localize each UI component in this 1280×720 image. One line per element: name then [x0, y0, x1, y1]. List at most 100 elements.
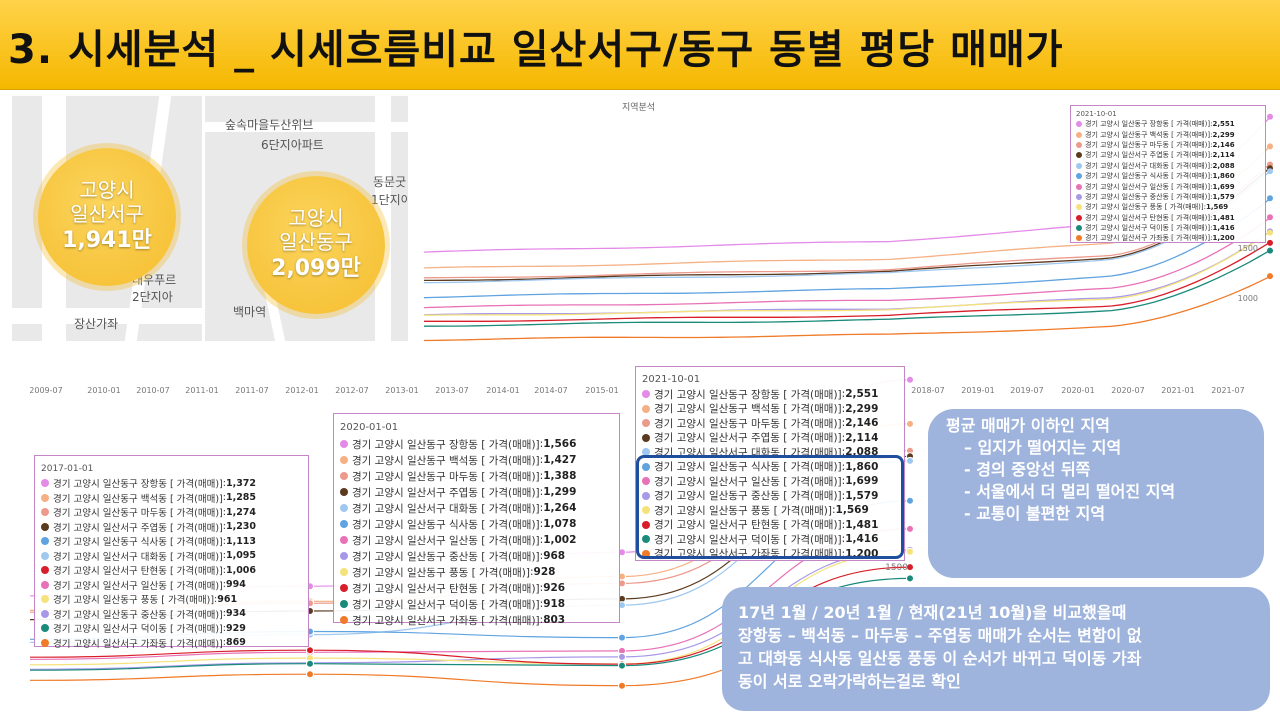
legend-entry-siksa: 경기 고양시 일산동구 식사동 [ 가격(매매)]: 1,113 [41, 534, 302, 549]
legend-value: 994 [225, 579, 246, 591]
legend-name: 경기 고양시 일산서구 일산동 [ 가격(매매)] [654, 475, 842, 488]
series-line-siksa [423, 198, 1271, 299]
legend-value: 1,579 [845, 489, 879, 502]
x-tick-label: 2011-01 [185, 386, 218, 395]
legend-name: 경기 고양시 일산서구 주엽동 [ 가격(매매)] [53, 522, 223, 534]
x-tick-label: 2020-01 [1061, 386, 1094, 395]
legend-dot [1076, 173, 1082, 180]
legend-dot [1076, 193, 1082, 200]
legend-value: 1,416 [1212, 224, 1235, 233]
legend-value: 1,299 [543, 486, 577, 498]
legend-dot [642, 433, 650, 442]
legend-name: 경기 고양시 일산동구 풍동 [ 가격(매매)] [352, 566, 530, 579]
series-line-pungdong [423, 231, 1271, 316]
legend-name: 경기 고양시 일산서구 덕이동 [ 가격(매매)] [53, 624, 223, 636]
x-tick-label: 2015-01 [585, 386, 618, 395]
price-bubble-ilsandong[interactable]: 고양시 일산동구 2,099만 [247, 176, 385, 314]
highlight-box [636, 455, 904, 559]
legend-name: 경기 고양시 일산동구 장항동 [ 가격(매매)] [53, 479, 223, 491]
legend-dot [340, 536, 348, 544]
legend-name: 경기 고양시 일산동구 풍동 [ 가격(매매)] [1085, 203, 1204, 212]
legend-dot [642, 520, 650, 529]
note-item: - 서울에서 더 멀리 떨어진 지역 [964, 482, 1176, 501]
legend-name: 경기 고양시 일산동구 장항동 [ 가격(매매)] [654, 388, 842, 401]
note-item: - 경의 중앙선 뒤쪽 [964, 460, 1091, 479]
legend-dot [642, 404, 650, 413]
legend-value: 918 [543, 598, 566, 610]
legend-name: 경기 고양시 일산동구 백석동 [ 가격(매매)] [352, 454, 540, 467]
legend-value: 1,113 [225, 535, 257, 547]
legend-entry-jungsan: 경기 고양시 일산동구 중산동 [ 가격(매매)]: 1,579 [1076, 192, 1260, 202]
legend-entry-pungdong: 경기 고양시 일산동구 풍동 [ 가격(매매)]: 961 [41, 592, 302, 607]
legend-dot [340, 568, 348, 576]
legend-value: 2,299 [845, 402, 879, 415]
legend-entry-jungsan: 경기 고양시 일산동구 중산동 [ 가격(매매)]: 934 [41, 607, 302, 622]
legend-value: 1,002 [543, 534, 577, 546]
legend-name: 경기 고양시 일산서구 탄현동 [ 가격(매매)] [654, 519, 842, 532]
district-name: 고양시 [288, 206, 344, 230]
legend-name: 경기 고양시 일산서구 탄현동 [ 가격(매매)] [1085, 213, 1211, 222]
legend-name: 경기 고양시 일산서구 주엽동 [ 가격(매매)] [1085, 151, 1211, 160]
price-bubble-ilsanseo[interactable]: 고양시 일산서구 1,941만 [38, 148, 176, 286]
legend-entry-ilsan: 경기 고양시 일산서구 일산동 [ 가격(매매)]: 994 [41, 578, 302, 593]
series-marker [906, 524, 914, 533]
map-label: 1단지아 [371, 193, 408, 207]
legend-entry-siksa: 경기 고양시 일산동구 식사동 [ 가격(매매)]: 1,860 [642, 460, 898, 475]
legend-name: 경기 고양시 일산동구 중산동 [ 가격(매매)] [1085, 192, 1211, 201]
series-end-point [1267, 113, 1273, 120]
legend-value: 1,569 [1206, 203, 1229, 212]
series-marker [906, 456, 914, 465]
legend-name: 경기 고양시 일산동구 중산동 [ 가격(매매)] [654, 490, 842, 503]
legend-entry-madu: 경기 고양시 일산동구 마두동 [ 가격(매매)]: 2,146 [642, 416, 898, 431]
legend-dot [41, 609, 49, 618]
series-marker [906, 375, 914, 384]
legend-entry-madu: 경기 고양시 일산동구 마두동 [ 가격(매매)]: 1,388 [340, 468, 613, 484]
x-tick-label: 2012-01 [285, 386, 318, 395]
series-end-point [1267, 214, 1273, 221]
legend-value: 1,274 [225, 506, 257, 518]
x-tick-label: 2019-01 [961, 386, 994, 395]
legend-value: 926 [543, 582, 566, 594]
legend-dot [41, 595, 49, 604]
note-line: 동이 서로 오락가락하는걸로 확인 [738, 672, 961, 691]
legend-entry-gajwa: 경기 고양시 일산서구 가좌동 [ 가격(매매)]: 803 [340, 612, 613, 628]
legend-name: 경기 고양시 일산동구 마두동 [ 가격(매매)] [1085, 140, 1211, 149]
legend-value: 929 [225, 622, 246, 634]
legend-date: 2021-10-01 [1076, 110, 1117, 118]
legend-dot [1076, 152, 1082, 159]
x-tick-label: 2009-07 [30, 386, 63, 395]
legend-value: 2,551 [845, 388, 879, 401]
series-line-daehwa [423, 170, 1271, 284]
y-tick-label: 1500 [885, 563, 908, 573]
legend-name: 경기 고양시 일산동구 풍동 [ 가격(매매)] [654, 504, 832, 517]
legend-value: 928 [533, 566, 556, 578]
legend-entry-juyeop: 경기 고양시 일산서구 주엽동 [ 가격(매매)]: 1,299 [340, 484, 613, 500]
series-end-point [1267, 168, 1273, 175]
legend-date: 2020-01-01 [340, 422, 399, 433]
legend-dot [642, 462, 650, 471]
series-marker [618, 681, 626, 690]
map-label: 6단지아파트 [261, 138, 324, 152]
chart-title: 지역분석 [622, 102, 655, 113]
legend-name: 경기 고양시 일산서구 대화동 [ 가격(매매)] [352, 502, 540, 515]
legend-dot [340, 600, 348, 608]
legend-value: 1,481 [845, 518, 879, 531]
legend-dot [340, 472, 348, 480]
legend-entry-janghang: 경기 고양시 일산동구 장항동 [ 가격(매매)]: 2,551 [1076, 119, 1260, 129]
legend-dot [1076, 141, 1082, 148]
legend-dot [340, 440, 348, 448]
legend-value: 1,372 [225, 477, 257, 489]
legend-name: 경기 고양시 일산서구 대화동 [ 가격(매매)] [53, 551, 223, 563]
legend-entry-juyeop: 경기 고양시 일산서구 주엽동 [ 가격(매매)]: 2,114 [1076, 150, 1260, 160]
legend-entry-ilsan: 경기 고양시 일산서구 일산동 [ 가격(매매)]: 1,002 [340, 532, 613, 548]
legend-value: 2,551 [1212, 120, 1235, 129]
legend-dot [642, 419, 650, 428]
legend-entry-siksa: 경기 고양시 일산동구 식사동 [ 가격(매매)]: 1,078 [340, 516, 613, 532]
legend-value: 1,078 [543, 518, 577, 530]
legend-name: 경기 고양시 일산동구 백석동 [ 가격(매매)] [654, 403, 842, 416]
legend-name: 경기 고양시 일산서구 가좌동 [ 가격(매매)] [352, 614, 540, 627]
legend-entry-gajwa: 경기 고양시 일산서구 가좌동 [ 가격(매매)]: 869 [41, 636, 302, 651]
x-tick-label: 2014-01 [486, 386, 519, 395]
legend-entry-daehwa: 경기 고양시 일산서구 대화동 [ 가격(매매)]: 1,264 [340, 500, 613, 516]
legend-dot [340, 488, 348, 496]
